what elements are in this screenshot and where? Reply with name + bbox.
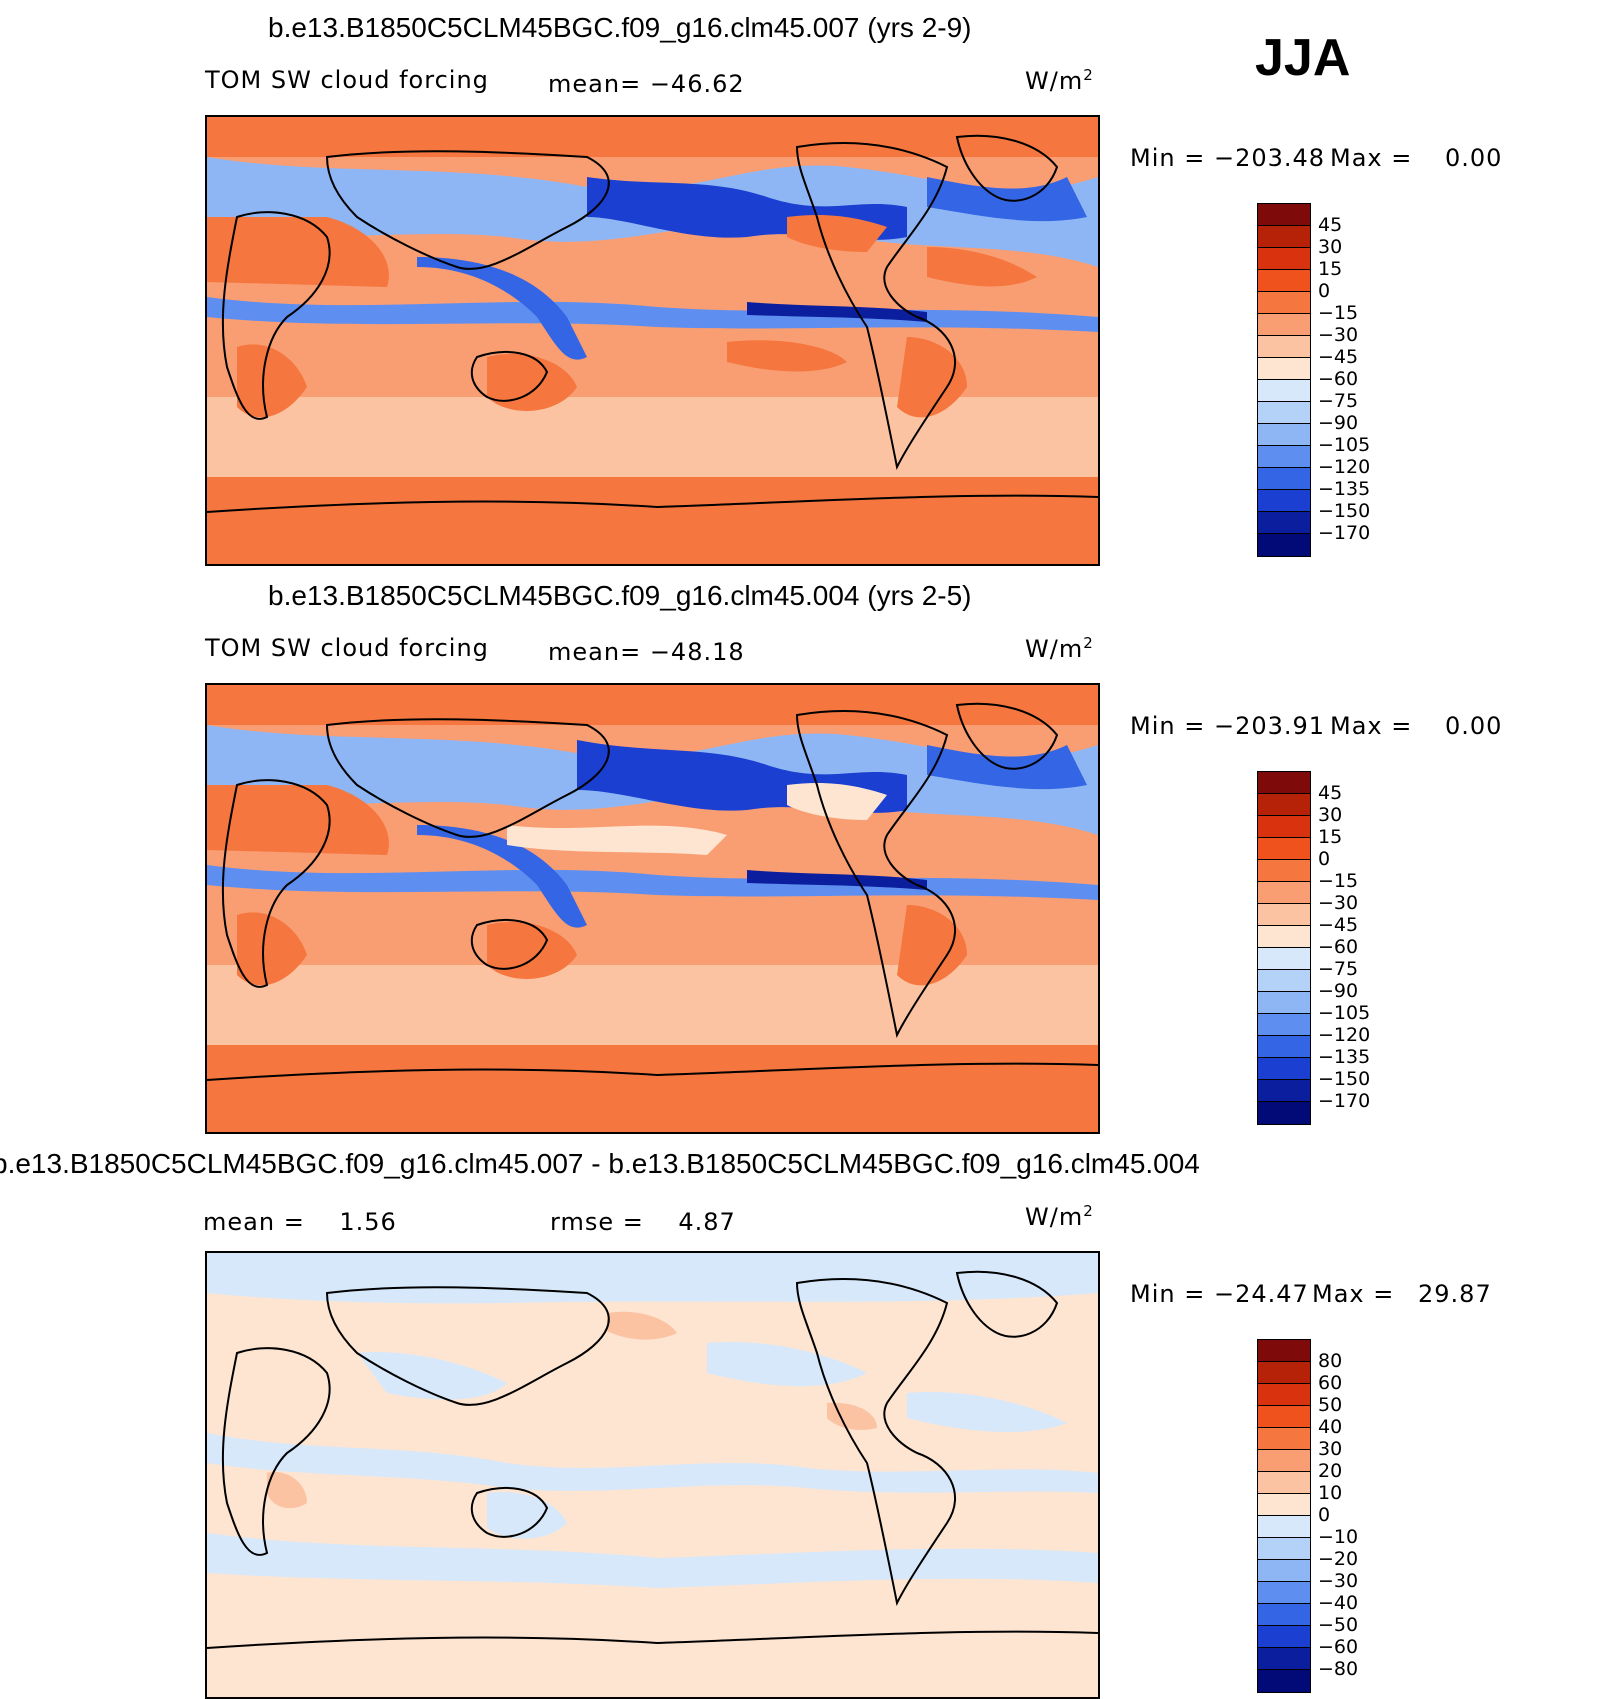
- panel-2-units: W/m2: [1025, 634, 1094, 663]
- colorbar-tick-label: −120: [1318, 1024, 1371, 1046]
- colorbar-tick-label: −10: [1318, 1526, 1359, 1548]
- colorbar-tick-label: −75: [1318, 958, 1359, 980]
- colorbar-tick-label: −120: [1318, 456, 1371, 478]
- panel-3-colorbar: [1257, 1339, 1311, 1693]
- colorbar-tick-label: −135: [1318, 478, 1371, 500]
- panel-3-max: Max =: [1312, 1280, 1395, 1308]
- colorbar-tick-label: −15: [1318, 302, 1359, 324]
- colorbar-tick-label: −170: [1318, 522, 1371, 544]
- colorbar-tick-label: 0: [1318, 1504, 1331, 1526]
- colorbar-tick-label: −80: [1318, 1658, 1359, 1680]
- panel-1-max: Max =: [1330, 144, 1413, 172]
- colorbar-tick-label: −60: [1318, 1636, 1359, 1658]
- panel-3-max-value: 29.87: [1418, 1280, 1492, 1308]
- colorbar-tick-label: −30: [1318, 324, 1359, 346]
- colorbar-tick-label: −75: [1318, 390, 1359, 412]
- colorbar-tick-label: 15: [1318, 826, 1343, 848]
- panel-1-title: b.e13.B1850C5CLM45BGC.f09_g16.clm45.007 …: [268, 12, 972, 43]
- panel-1-variable: TOM SW cloud forcing: [205, 66, 489, 94]
- colorbar-tick-label: −15: [1318, 870, 1359, 892]
- colorbar-tick-label: 15: [1318, 258, 1343, 280]
- colorbar-tick-label: −105: [1318, 1002, 1371, 1024]
- colorbar-tick-label: 40: [1318, 1416, 1343, 1438]
- colorbar-tick-label: −30: [1318, 892, 1359, 914]
- panel-3-title: b.e13.B1850C5CLM45BGC.f09_g16.clm45.007 …: [0, 1148, 1200, 1179]
- colorbar-tick-label: 0: [1318, 280, 1331, 302]
- colorbar-tick-label: 80: [1318, 1350, 1343, 1372]
- colorbar-tick-label: −90: [1318, 412, 1359, 434]
- colorbar-tick-label: −170: [1318, 1090, 1371, 1112]
- colorbar-tick-label: −150: [1318, 500, 1371, 522]
- colorbar-tick-label: 50: [1318, 1394, 1343, 1416]
- panel-3-map: [205, 1251, 1100, 1699]
- colorbar-tick-label: −135: [1318, 1046, 1371, 1068]
- colorbar-tick-label: 60: [1318, 1372, 1343, 1394]
- colorbar-tick-label: 45: [1318, 214, 1343, 236]
- colorbar-tick-label: −105: [1318, 434, 1371, 456]
- panel-2-max-value: 0.00: [1445, 712, 1503, 740]
- panel-2-map: [205, 683, 1100, 1134]
- panel-3-min: Min = −24.47: [1130, 1280, 1309, 1308]
- colorbar-tick-label: 20: [1318, 1460, 1343, 1482]
- panel-1-units: W/m2: [1025, 66, 1094, 95]
- panel-1-min: Min = −203.48: [1130, 144, 1326, 172]
- colorbar-tick-label: −30: [1318, 1570, 1359, 1592]
- panel-1-max-value: 0.00: [1445, 144, 1503, 172]
- colorbar-tick-label: −150: [1318, 1068, 1371, 1090]
- colorbar-tick-label: 10: [1318, 1482, 1343, 1504]
- panel-3-mean: mean = 1.56: [203, 1208, 397, 1236]
- colorbar-tick-label: −90: [1318, 980, 1359, 1002]
- season-label: JJA: [1255, 29, 1351, 87]
- colorbar-tick-label: 30: [1318, 236, 1343, 258]
- colorbar-tick-label: −50: [1318, 1614, 1359, 1636]
- panel-1-map: [205, 115, 1100, 566]
- colorbar-tick-label: 0: [1318, 848, 1331, 870]
- colorbar-tick-label: −45: [1318, 914, 1359, 936]
- colorbar-tick-label: −45: [1318, 346, 1359, 368]
- panel-1-colorbar: [1257, 203, 1311, 557]
- panel-2-colorbar: [1257, 771, 1311, 1125]
- panel-2-max: Max =: [1330, 712, 1413, 740]
- colorbar-tick-label: −60: [1318, 368, 1359, 390]
- colorbar-tick-label: 30: [1318, 804, 1343, 826]
- panel-2-mean: mean= −48.18: [548, 638, 745, 666]
- panel-3-rmse: rmse = 4.87: [550, 1208, 736, 1236]
- panel-2-min: Min = −203.91: [1130, 712, 1326, 740]
- colorbar-tick-label: −60: [1318, 936, 1359, 958]
- colorbar-tick-label: −20: [1318, 1548, 1359, 1570]
- panel-1-mean: mean= −46.62: [548, 70, 745, 98]
- colorbar-tick-label: −40: [1318, 1592, 1359, 1614]
- panel-2-title: b.e13.B1850C5CLM45BGC.f09_g16.clm45.004 …: [268, 580, 972, 611]
- panel-3-units: W/m2: [1025, 1202, 1094, 1231]
- colorbar-tick-label: 45: [1318, 782, 1343, 804]
- panel-2-variable: TOM SW cloud forcing: [205, 634, 489, 662]
- colorbar-tick-label: 30: [1318, 1438, 1343, 1460]
